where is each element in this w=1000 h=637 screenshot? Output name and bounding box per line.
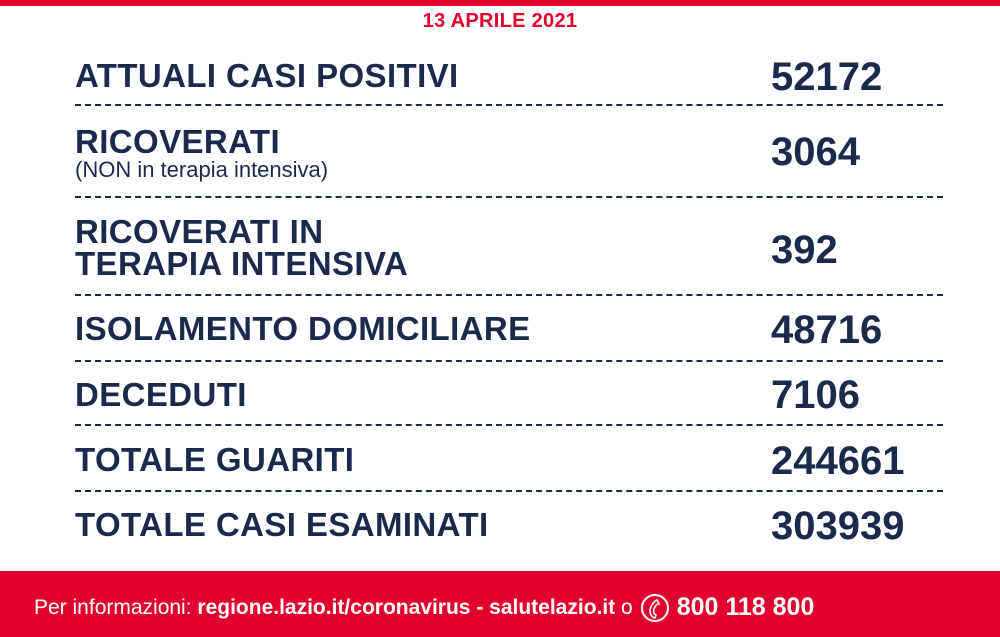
footer-or: o xyxy=(621,595,633,619)
stat-row-terapia-intensiva: RICOVERATI IN TERAPIA INTENSIVA 392 xyxy=(75,198,943,296)
stat-row-deceduti: DECEDUTI 7106 xyxy=(75,362,943,426)
stat-row-ricoverati: RICOVERATI (NON in terapia intensiva) 30… xyxy=(75,106,943,198)
phone-number[interactable]: 800 118 800 xyxy=(676,593,815,621)
stat-label: ATTUALI CASI POSITIVI xyxy=(75,57,459,94)
stat-row-attuali-casi-positivi: ATTUALI CASI POSITIVI 52172 xyxy=(75,52,943,106)
stat-label: DECEDUTI xyxy=(75,376,247,413)
stat-label: RICOVERATI IN xyxy=(75,213,324,250)
stat-label: RICOVERATI xyxy=(75,123,281,160)
stat-row-isolamento-domiciliare: ISOLAMENTO DOMICILIARE 48716 xyxy=(75,296,943,362)
link-regione-lazio[interactable]: regione.lazio.it/coronavirus xyxy=(197,595,471,619)
stat-value: 392 xyxy=(771,228,838,272)
phone-icon xyxy=(640,593,669,622)
stat-value: 303939 xyxy=(771,504,905,548)
stat-value: 52172 xyxy=(771,55,883,99)
stat-label-line2: TERAPIA INTENSIVA xyxy=(75,245,409,282)
stat-value: 7106 xyxy=(771,373,860,417)
stat-value: 244661 xyxy=(771,439,905,483)
report-date: 13 APRILE 2021 xyxy=(422,10,578,32)
stat-label: TOTALE GUARITI xyxy=(75,441,355,478)
stat-label: TOTALE CASI ESAMINATI xyxy=(75,506,489,543)
info-footer: Per informazioni: regione.lazio.it/coron… xyxy=(0,571,1000,637)
link-salutelazio[interactable]: salutelazio.it xyxy=(489,595,616,619)
footer-prefix: Per informazioni: xyxy=(34,595,192,619)
top-accent-bar xyxy=(0,0,1000,6)
stat-sublabel: (NON in terapia intensiva) xyxy=(75,157,329,182)
stat-value: 3064 xyxy=(771,130,860,174)
stat-label: ISOLAMENTO DOMICILIARE xyxy=(75,310,531,347)
stat-value: 48716 xyxy=(771,308,883,352)
footer-separator: - xyxy=(476,595,484,619)
footer-info-line: Per informazioni: regione.lazio.it/coron… xyxy=(34,593,814,622)
stat-row-totale-guariti: TOTALE GUARITI 244661 xyxy=(75,426,943,492)
stat-row-totale-casi-esaminati: TOTALE CASI ESAMINATI 303939 xyxy=(75,492,943,558)
